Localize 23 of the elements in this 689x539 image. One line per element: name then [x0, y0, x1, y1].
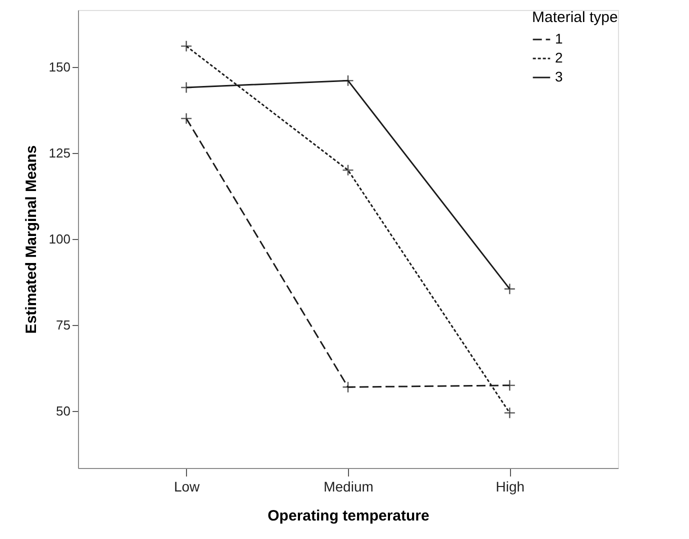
point [342, 381, 354, 393]
point [504, 283, 516, 295]
legend-label: 1 [555, 30, 563, 46]
y-tick-label: 50 [56, 404, 70, 419]
y-tick-label: 100 [48, 232, 70, 246]
x-tick-label: Medium [324, 478, 374, 494]
y-tick-label: 75 [56, 318, 70, 333]
x-tick-label: High [496, 478, 525, 494]
y-tick-label: 125 [48, 145, 70, 160]
legend-label: 2 [555, 50, 563, 66]
point [180, 82, 192, 94]
y-axis-title: Estimated Marginal Means [22, 145, 40, 334]
x-axis-title: Operating temperature [268, 508, 430, 524]
legend-label: 3 [555, 68, 563, 84]
point [504, 407, 516, 419]
point [342, 74, 354, 86]
point [180, 40, 192, 52]
point [342, 164, 354, 176]
x-tick-label: Low [174, 478, 201, 494]
point [504, 379, 516, 392]
point [180, 112, 192, 124]
legend-title: Material type [532, 9, 618, 26]
y-tick-label: 150 [48, 59, 70, 74]
